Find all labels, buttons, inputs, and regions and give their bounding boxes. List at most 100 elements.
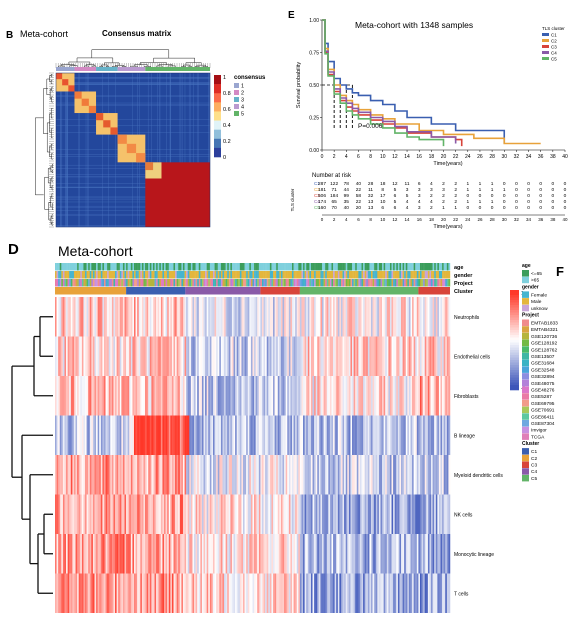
heatmap-cell bbox=[303, 336, 305, 376]
color-key-segment bbox=[510, 310, 519, 313]
age-annotation-cell bbox=[227, 263, 229, 271]
heatmap-cell bbox=[107, 455, 109, 495]
heatmap-cell bbox=[440, 494, 443, 534]
heatmap-cell bbox=[127, 573, 130, 613]
panel-f-letter: F bbox=[556, 264, 564, 279]
age-annotation-cell bbox=[200, 263, 203, 271]
heatmap-cell bbox=[203, 297, 206, 337]
heatmap-cell bbox=[250, 415, 253, 455]
heatmap-cell bbox=[326, 573, 329, 613]
risk-value: 22 bbox=[356, 187, 362, 193]
age-annotation-cell bbox=[134, 263, 136, 271]
cluster-annotation-segment bbox=[260, 287, 300, 295]
heatmap-cell bbox=[236, 573, 239, 613]
heatmap-cell bbox=[55, 297, 57, 337]
heatmap-cell bbox=[77, 336, 79, 376]
gender-annotation-cell bbox=[279, 271, 282, 279]
heatmap-cell bbox=[72, 455, 75, 495]
heatmap-cell bbox=[92, 336, 95, 376]
gender-annotation-cell bbox=[358, 271, 361, 279]
heatmap-cell bbox=[307, 494, 310, 534]
heatmap-cell bbox=[443, 534, 446, 574]
gender-annotation-cell bbox=[220, 271, 223, 279]
heatmap-cell bbox=[192, 494, 195, 534]
age-annotation-cell bbox=[421, 263, 424, 271]
heatmap-cell bbox=[214, 573, 217, 613]
heatmap-cell bbox=[236, 297, 239, 337]
age-annotation-cell bbox=[222, 263, 225, 271]
project-annotation-cell bbox=[195, 279, 198, 287]
heatmap-cell bbox=[130, 455, 133, 495]
heatmap-cell bbox=[217, 455, 220, 495]
heatmap-cell bbox=[265, 297, 267, 337]
project-annotation-cell bbox=[83, 279, 86, 287]
heatmap-cell bbox=[83, 415, 86, 455]
heatmap-cell bbox=[72, 297, 75, 337]
heatmap-cell bbox=[80, 376, 83, 416]
project-annotation-cell bbox=[167, 279, 169, 287]
heatmap-cell bbox=[424, 534, 427, 574]
heatmap-cell bbox=[435, 573, 438, 613]
heatmap-cell bbox=[418, 494, 421, 534]
heatmap-cell bbox=[230, 297, 233, 337]
heatmap-cell bbox=[115, 336, 117, 376]
project-annotation-cell bbox=[157, 279, 160, 287]
heatmap-cell bbox=[255, 573, 258, 613]
heatmap-cell bbox=[149, 415, 152, 455]
heatmap-cell bbox=[148, 573, 151, 613]
heatmap-cell bbox=[211, 534, 214, 574]
heatmap-cell bbox=[399, 573, 402, 613]
heatmap-cell bbox=[432, 336, 435, 376]
heatmap-cell bbox=[331, 336, 334, 376]
heatmap-cell bbox=[219, 494, 222, 534]
heatmap-cell bbox=[371, 573, 373, 613]
heatmap-cell bbox=[80, 494, 83, 534]
heatmap-cell bbox=[189, 534, 192, 574]
age-annotation-cell bbox=[154, 263, 157, 271]
heatmap-cell bbox=[355, 573, 358, 613]
survival-curve-C2 bbox=[322, 19, 541, 145]
heatmap-cell bbox=[298, 455, 301, 495]
heatmap-cell bbox=[418, 297, 421, 337]
risk-value: 40 bbox=[344, 205, 350, 211]
heatmap-cell bbox=[448, 455, 451, 495]
heatmap-cell bbox=[75, 415, 78, 455]
heatmap-cell bbox=[137, 336, 139, 376]
consensus-subblock bbox=[74, 91, 82, 99]
heatmap-cell bbox=[435, 336, 438, 376]
survival-curves: P=0.006 bbox=[322, 19, 541, 147]
heatmap-cell bbox=[325, 494, 328, 534]
heatmap-cell bbox=[235, 494, 237, 534]
heatmap-cell bbox=[443, 573, 446, 613]
heatmap-cell bbox=[273, 297, 275, 337]
age-annotation-cell bbox=[167, 263, 169, 271]
age-annotation-cell bbox=[216, 263, 218, 271]
heatmap-cell bbox=[371, 415, 373, 455]
color-key-segment bbox=[510, 332, 519, 336]
heatmap-cell bbox=[266, 455, 269, 495]
project-annotation-cell bbox=[266, 279, 269, 287]
x-tick-label: 30 bbox=[501, 154, 507, 160]
heatmap-cell bbox=[260, 336, 263, 376]
matrix-stripe bbox=[60, 73, 61, 227]
colorbar-segment bbox=[214, 84, 221, 94]
heatmap-cell bbox=[292, 534, 294, 574]
legend-swatch bbox=[522, 298, 529, 305]
matrix-stripe bbox=[198, 73, 199, 227]
heatmap-cell bbox=[96, 336, 98, 376]
heatmap-cell bbox=[159, 336, 162, 376]
heatmap-cell bbox=[165, 573, 168, 613]
heatmap-cell bbox=[287, 534, 290, 574]
heatmap-cell bbox=[235, 415, 237, 455]
heatmap-cell bbox=[304, 415, 307, 455]
heatmap-cell bbox=[197, 415, 200, 455]
colorbar-segment bbox=[214, 138, 221, 149]
age-annotation-cell bbox=[292, 263, 294, 271]
heatmap-cell bbox=[206, 455, 209, 495]
heatmap-cell bbox=[352, 376, 354, 416]
colorbar-segment bbox=[214, 93, 221, 103]
project-annotation-cell bbox=[214, 279, 217, 287]
heatmap-cell bbox=[96, 376, 98, 416]
project-annotation-cell bbox=[306, 279, 308, 287]
heatmap-cell bbox=[194, 376, 196, 416]
